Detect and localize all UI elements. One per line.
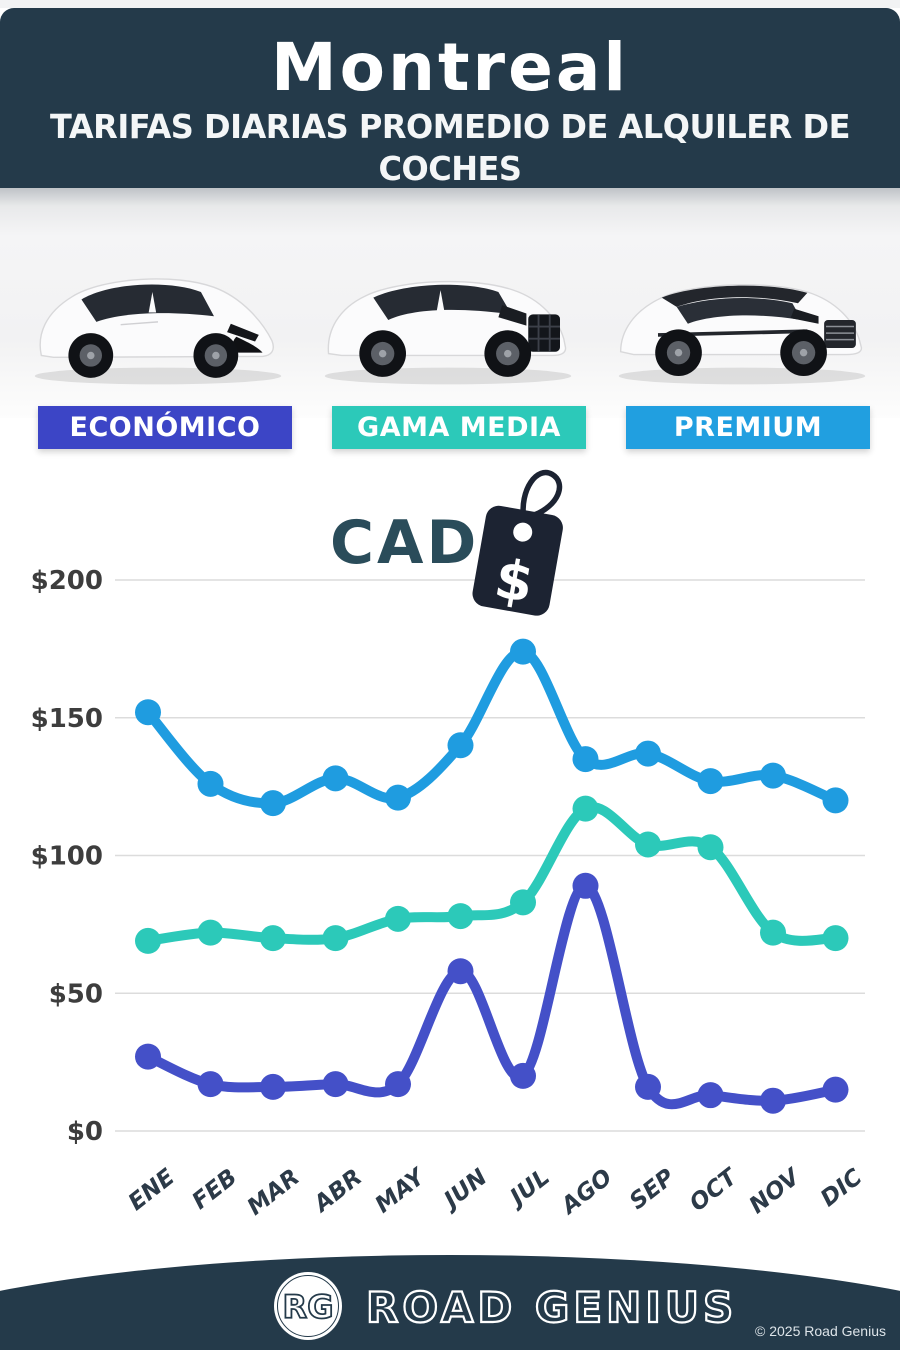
y-axis-tick-label: $0 <box>67 1117 103 1147</box>
data-point-ECONÓMICO <box>197 1071 224 1098</box>
y-axis-tick-label: $150 <box>31 704 103 734</box>
data-point-GAMA MEDIA <box>385 905 411 932</box>
page-title: Montreal <box>270 29 630 106</box>
x-axis-month-label: FEB <box>188 1164 243 1215</box>
data-point-ECONÓMICO <box>697 1082 724 1109</box>
data-point-PREMIUM <box>572 746 599 773</box>
data-point-GAMA MEDIA <box>760 919 786 946</box>
x-axis-month-label: OCT <box>685 1163 744 1217</box>
y-axis-tick-label: $200 <box>31 566 103 596</box>
header: Montreal TARIFAS DIARIAS PROMEDIO DE ALQ… <box>0 8 900 188</box>
copyright-text: © 2025 Road Genius <box>755 1323 886 1339</box>
footer-background <box>0 1255 900 1350</box>
data-point-ECONÓMICO <box>447 958 474 985</box>
series-line-ECONÓMICO <box>143 880 841 1110</box>
price-tag-dollar-icon: $ <box>472 469 563 616</box>
data-point-PREMIUM <box>197 770 224 797</box>
car-gama-media-image <box>324 280 572 385</box>
data-point-GAMA MEDIA <box>572 795 599 822</box>
data-point-GAMA MEDIA <box>260 925 286 952</box>
car-economico-image <box>34 278 282 385</box>
data-point-PREMIUM <box>322 765 349 792</box>
data-point-PREMIUM <box>697 768 724 795</box>
x-axis-month-label: MAY <box>371 1163 432 1219</box>
data-point-ECONÓMICO <box>135 1043 161 1070</box>
x-axis-month-label: AGO <box>555 1164 617 1220</box>
x-axis-month-label: DIC <box>816 1164 867 1212</box>
y-axis-tick-label: $50 <box>49 979 103 1009</box>
series-line-PREMIUM <box>143 646 841 809</box>
data-point-ECONÓMICO <box>510 1062 536 1089</box>
data-point-GAMA MEDIA <box>635 831 661 858</box>
x-axis-month-label: SEP <box>625 1164 680 1215</box>
data-point-PREMIUM <box>760 762 786 789</box>
category-chip-premium: PREMIUM <box>626 406 870 449</box>
x-axis-month-label: JUL <box>503 1164 555 1213</box>
x-axis-month-label: JUN <box>436 1164 492 1216</box>
data-point-ECONÓMICO <box>822 1076 849 1103</box>
data-point-PREMIUM <box>635 740 661 767</box>
data-point-ECONÓMICO <box>572 872 599 899</box>
data-point-GAMA MEDIA <box>322 925 349 952</box>
brand-name: ROAD GENIUS <box>365 1282 738 1333</box>
top-edge-strip <box>0 0 900 8</box>
data-point-PREMIUM <box>510 638 536 665</box>
category-chip-economico: ECONÓMICO <box>38 406 292 449</box>
data-point-ECONÓMICO <box>322 1071 349 1098</box>
data-point-PREMIUM <box>447 732 474 759</box>
brand-logo-badge: RG <box>274 1272 342 1340</box>
x-axis-month-label: NOV <box>745 1163 807 1219</box>
data-point-ECONÓMICO <box>260 1073 286 1100</box>
data-point-GAMA MEDIA <box>135 927 161 954</box>
data-point-ECONÓMICO <box>635 1073 661 1100</box>
data-point-PREMIUM <box>135 699 161 726</box>
data-point-PREMIUM <box>822 787 849 814</box>
currency-label: CAD <box>330 508 480 578</box>
footer: RG ROAD GENIUS © 2025 Road Genius <box>0 1255 900 1350</box>
page-subtitle: TARIFAS DIARIAS PROMEDIO DE ALQUILER DE … <box>50 107 850 188</box>
data-point-GAMA MEDIA <box>447 903 474 930</box>
data-point-PREMIUM <box>260 790 286 817</box>
data-point-GAMA MEDIA <box>697 834 724 861</box>
data-point-ECONÓMICO <box>760 1087 786 1114</box>
category-chip-gama-media: GAMA MEDIA <box>332 406 586 449</box>
x-axis-month-label: ENE <box>124 1164 180 1216</box>
series-line-GAMA MEDIA <box>143 802 841 946</box>
x-axis-month-label: MAR <box>243 1164 305 1220</box>
data-point-GAMA MEDIA <box>197 919 224 946</box>
y-axis-tick-label: $100 <box>31 842 103 872</box>
x-axis-month-label: ABR <box>308 1164 367 1218</box>
data-point-PREMIUM <box>385 784 411 811</box>
data-point-GAMA MEDIA <box>822 925 849 952</box>
car-premium-image <box>618 284 866 385</box>
data-point-ECONÓMICO <box>385 1071 411 1098</box>
logo-initials: RG <box>282 1287 335 1327</box>
data-point-GAMA MEDIA <box>510 889 536 916</box>
